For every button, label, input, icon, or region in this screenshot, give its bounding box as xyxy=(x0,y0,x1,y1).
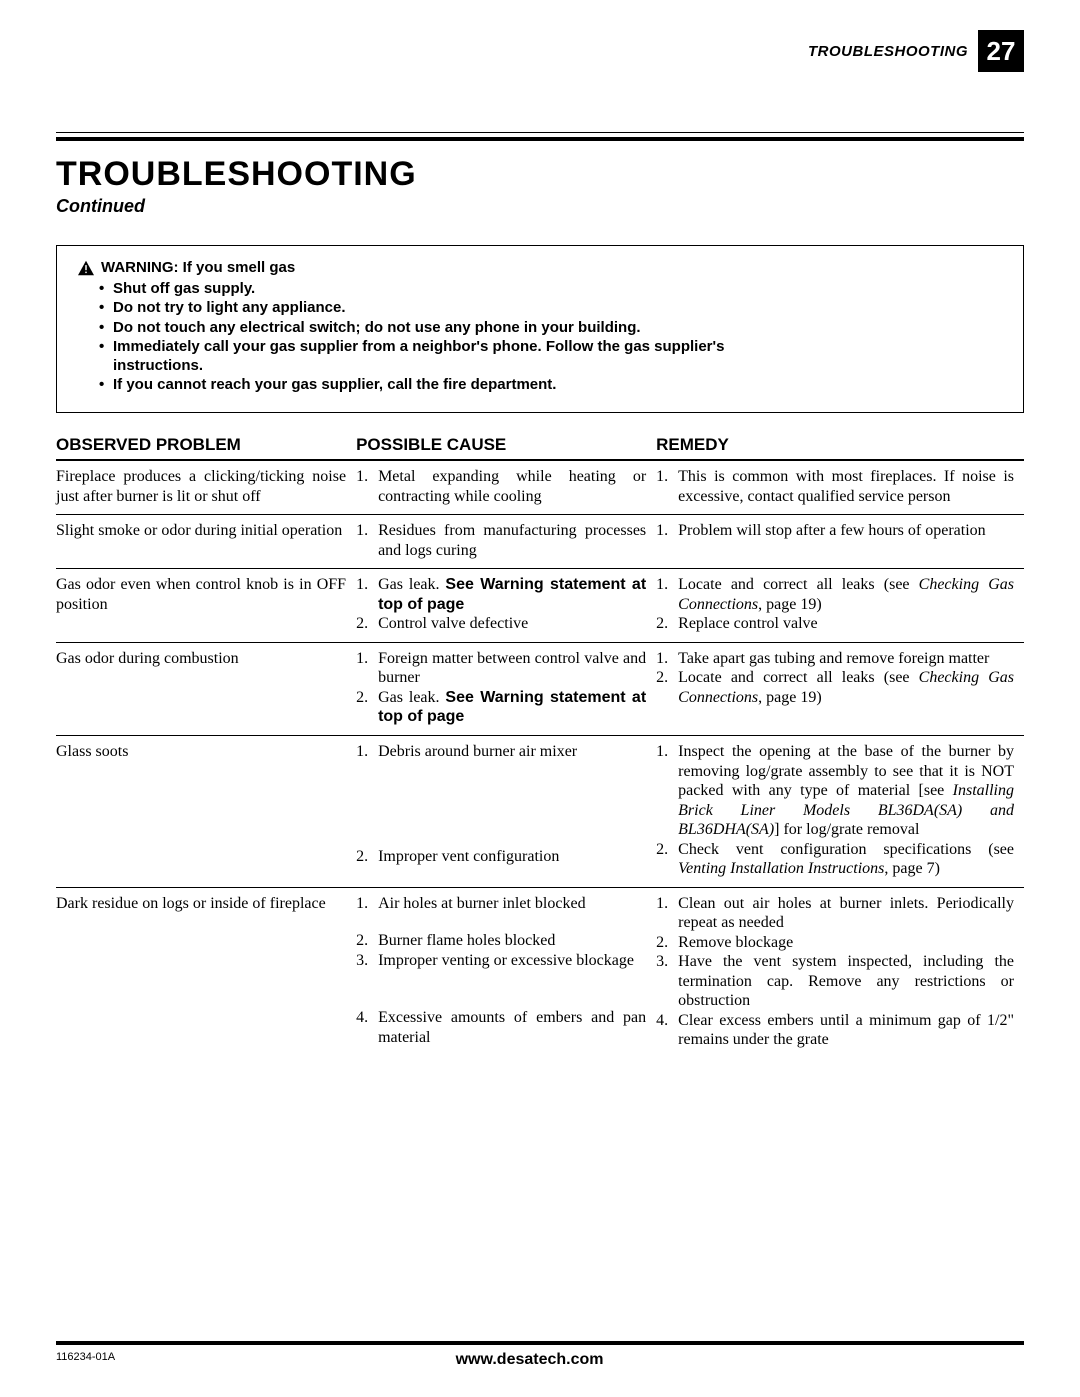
footer-doc-number: 116234-01A xyxy=(56,1351,115,1363)
list-item: This is common with most fireplaces. If … xyxy=(656,467,1014,506)
list-item: Problem will stop after a few hours of o… xyxy=(656,521,1014,541)
table-row: Dark residue on logs or inside of firepl… xyxy=(56,887,1024,1058)
list-item: Control valve defective xyxy=(356,614,646,634)
header-section-label: TROUBLESHOOTING xyxy=(808,43,968,60)
cause-list: Gas leak. See Warning statement at top o… xyxy=(356,575,646,634)
troubleshooting-table: OBSERVED PROBLEM POSSIBLE CAUSE REMEDY F… xyxy=(56,431,1024,1057)
list-item: Gas leak. See Warning statement at top o… xyxy=(356,575,646,614)
list-item: Residues from manufacturing processes an… xyxy=(356,521,646,560)
list-item: Burner flame holes blocked xyxy=(356,931,646,951)
cell-remedy: Take apart gas tubing and remove foreign… xyxy=(656,642,1024,735)
warning-bullet: If you cannot reach your gas supplier, c… xyxy=(99,375,783,394)
list-item: Excessive amounts of embers and pan mate… xyxy=(356,1008,646,1047)
list-item: Foreign matter between control valve and… xyxy=(356,649,646,688)
remedy-list: This is common with most fireplaces. If … xyxy=(656,467,1014,506)
list-item: Clean out air holes at burner inlets. Pe… xyxy=(656,894,1014,933)
warning-bullet: Shut off gas supply. xyxy=(99,279,783,298)
footer-url: www.desatech.com xyxy=(456,1351,604,1369)
warning-triangle-icon xyxy=(77,260,95,276)
table-body: Fireplace produces a clicking/ticking no… xyxy=(56,460,1024,1057)
list-item: Replace control valve xyxy=(656,614,1014,634)
cell-cause: Air holes at burner inlet blockedBurner … xyxy=(356,887,656,1058)
cell-remedy: This is common with most fireplaces. If … xyxy=(656,460,1024,515)
remedy-list: Take apart gas tubing and remove foreign… xyxy=(656,649,1014,708)
list-item: Improper venting or excessive blockage xyxy=(356,951,646,1009)
table-row: Fireplace produces a clicking/ticking no… xyxy=(56,460,1024,515)
list-item: Have the vent system inspected, includin… xyxy=(656,952,1014,1011)
table-header-cause: POSSIBLE CAUSE xyxy=(356,431,656,460)
list-item: Air holes at burner inlet blocked xyxy=(356,894,646,932)
cell-remedy: Problem will stop after a few hours of o… xyxy=(656,515,1024,569)
remedy-list: Locate and correct all leaks (see Checki… xyxy=(656,575,1014,634)
cell-cause: Debris around burner air mixerImproper v… xyxy=(356,735,656,887)
cause-list: Metal expanding while heating or contrac… xyxy=(356,467,646,506)
table-row: Glass sootsDebris around burner air mixe… xyxy=(56,735,1024,887)
warning-bullet: Do not touch any electrical switch; do n… xyxy=(99,318,783,337)
warning-bullet: Immediately call your gas supplier from … xyxy=(99,337,783,375)
cell-problem: Slight smoke or odor during initial oper… xyxy=(56,515,356,569)
list-item: Clear excess embers until a minimum gap … xyxy=(656,1011,1014,1050)
remedy-list: Clean out air holes at burner inlets. Pe… xyxy=(656,894,1014,1050)
cell-problem: Dark residue on logs or inside of firepl… xyxy=(56,887,356,1058)
table-row: Gas odor during combustionForeign matter… xyxy=(56,642,1024,735)
divider-thick xyxy=(56,137,1024,141)
list-item: Locate and correct all leaks (see Checki… xyxy=(656,575,1014,614)
page-footer: 116234-01A www.desatech.com xyxy=(56,1341,1024,1369)
cause-list: Debris around burner air mixerImproper v… xyxy=(356,742,646,866)
cell-problem: Gas odor during combustion xyxy=(56,642,356,735)
cell-problem: Glass soots xyxy=(56,735,356,887)
page-title: TROUBLESHOOTING xyxy=(56,155,1024,194)
remedy-list: Inspect the opening at the base of the b… xyxy=(656,742,1014,879)
warning-box: WARNING: If you smell gas Shut off gas s… xyxy=(56,245,1024,413)
page-header: TROUBLESHOOTING 27 xyxy=(56,30,1024,72)
cell-cause: Metal expanding while heating or contrac… xyxy=(356,460,656,515)
list-item: Locate and correct all leaks (see Checki… xyxy=(656,668,1014,707)
cell-cause: Foreign matter between control valve and… xyxy=(356,642,656,735)
cause-list: Residues from manufacturing processes an… xyxy=(356,521,646,560)
list-item: Inspect the opening at the base of the b… xyxy=(656,742,1014,840)
divider-thin xyxy=(56,132,1024,133)
warning-bullet: Do not try to light any appliance. xyxy=(99,298,783,317)
list-item: Improper vent configuration xyxy=(356,847,646,867)
warning-heading: WARNING: If you smell gas xyxy=(101,258,295,277)
list-item: Metal expanding while heating or contrac… xyxy=(356,467,646,506)
table-row: Slight smoke or odor during initial oper… xyxy=(56,515,1024,569)
cell-problem: Fireplace produces a clicking/ticking no… xyxy=(56,460,356,515)
list-item: Check vent configuration specifications … xyxy=(656,840,1014,879)
table-header-remedy: REMEDY xyxy=(656,431,1024,460)
cell-remedy: Clean out air holes at burner inlets. Pe… xyxy=(656,887,1024,1058)
list-item: Gas leak. See Warning statement at top o… xyxy=(356,688,646,727)
list-item: Take apart gas tubing and remove foreign… xyxy=(656,649,1014,669)
warning-bullet-list: Shut off gas supply.Do not try to light … xyxy=(77,279,783,394)
list-item: Debris around burner air mixer xyxy=(356,742,646,847)
cell-problem: Gas odor even when control knob is in OF… xyxy=(56,569,356,643)
cause-list: Air holes at burner inlet blockedBurner … xyxy=(356,894,646,1048)
cell-cause: Residues from manufacturing processes an… xyxy=(356,515,656,569)
list-item: Remove blockage xyxy=(656,933,1014,953)
remedy-list: Problem will stop after a few hours of o… xyxy=(656,521,1014,541)
cause-list: Foreign matter between control valve and… xyxy=(356,649,646,727)
table-header-problem: OBSERVED PROBLEM xyxy=(56,431,356,460)
page-number: 27 xyxy=(978,30,1024,72)
cell-remedy: Inspect the opening at the base of the b… xyxy=(656,735,1024,887)
table-row: Gas odor even when control knob is in OF… xyxy=(56,569,1024,643)
continued-label: Continued xyxy=(56,196,1024,217)
cell-cause: Gas leak. See Warning statement at top o… xyxy=(356,569,656,643)
cell-remedy: Locate and correct all leaks (see Checki… xyxy=(656,569,1024,643)
